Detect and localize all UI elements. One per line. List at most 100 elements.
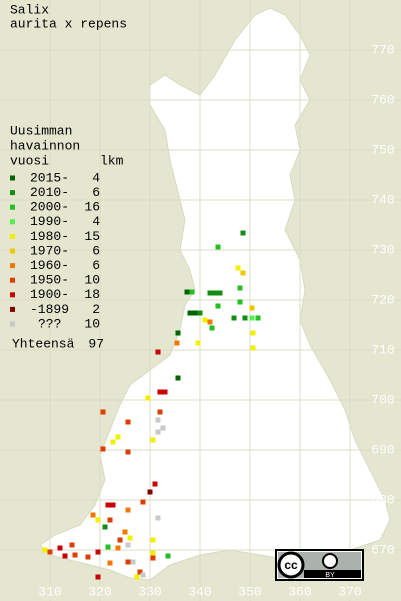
observation-square: [125, 449, 131, 455]
legend-swatch: [10, 248, 15, 254]
observation-square: [202, 317, 208, 323]
observation-square: [174, 340, 180, 346]
observation-square: [110, 502, 116, 508]
observation-square: [207, 319, 213, 325]
by-icon: [322, 553, 338, 569]
legend-title: havainnon: [10, 138, 80, 153]
legend: 2015- 4 2010- 6 2000- 16 1990- 4 1980- 15 1970- 6 19…: [10, 170, 100, 331]
legend-label: 1990-: [30, 214, 69, 229]
observation-square: [240, 230, 246, 236]
legend-swatch: [10, 263, 15, 269]
observation-square: [125, 419, 131, 425]
legend-count: 6: [92, 185, 100, 200]
observation-square: [155, 515, 161, 521]
legend-count: 6: [92, 258, 100, 273]
observation-square: [249, 305, 255, 311]
legend-count: 4: [92, 214, 100, 229]
observation-square: [127, 535, 133, 541]
x-tick-label: 340: [188, 584, 211, 599]
observation-square: [62, 553, 68, 559]
observation-square: [187, 310, 193, 316]
observation-square: [102, 524, 108, 530]
observation-square: [95, 549, 101, 555]
legend-swatch: [10, 233, 15, 239]
observation-square: [184, 289, 190, 295]
legend-count: 18: [84, 287, 100, 302]
legend-count: 10: [84, 316, 100, 331]
legend-count: 15: [84, 229, 100, 244]
observation-square: [140, 499, 146, 505]
legend-count: 2: [92, 302, 100, 317]
cc-icon: [277, 551, 305, 579]
y-tick-label: 760: [371, 92, 394, 107]
legend-title: Uusimman: [10, 123, 72, 138]
observation-square: [249, 315, 255, 321]
legend-label: ???: [38, 316, 61, 331]
observation-square: [152, 481, 158, 487]
observation-square: [72, 552, 78, 558]
observation-square: [150, 537, 156, 543]
observation-square: [150, 550, 156, 556]
observation-square: [117, 537, 123, 543]
y-tick-label: 670: [371, 542, 394, 557]
observation-square: [100, 446, 106, 452]
legend-swatch: [10, 175, 15, 181]
observation-square: [192, 310, 198, 316]
observation-square: [250, 345, 256, 351]
observation-square: [240, 270, 246, 276]
observation-square: [255, 315, 261, 321]
observation-square: [110, 439, 116, 445]
title: Salix: [10, 2, 49, 17]
legend-swatch: [10, 321, 15, 327]
observation-square: [209, 325, 215, 331]
x-tick-label: 320: [88, 584, 111, 599]
y-tick-label: 740: [371, 192, 394, 207]
observation-square: [95, 574, 101, 580]
x-tick-label: 370: [338, 584, 361, 599]
legend-label: 1900-: [30, 287, 69, 302]
observation-square: [130, 559, 136, 565]
observation-square: [215, 303, 221, 309]
observation-square: [115, 545, 121, 551]
observation-square: [134, 574, 140, 580]
legend-label: 1960-: [30, 258, 69, 273]
subtitle: aurita x repens: [10, 16, 127, 31]
observation-square: [140, 572, 146, 578]
observation-square: [47, 549, 53, 555]
license-badge: cc BY: [275, 549, 364, 581]
observation-square: [95, 517, 101, 523]
observation-square: [160, 425, 166, 431]
observation-square: [107, 517, 113, 523]
observation-square: [195, 340, 201, 346]
observation-square: [189, 289, 195, 295]
observation-square: [150, 437, 156, 443]
y-tick-label: 770: [371, 42, 394, 57]
legend-swatch: [10, 190, 15, 196]
legend-count: 6: [92, 243, 100, 258]
by-text: BY: [325, 572, 335, 579]
observation-square: [42, 547, 48, 553]
observation-square: [175, 375, 181, 381]
observation-square: [207, 290, 213, 296]
x-tick-label: 330: [138, 584, 161, 599]
legend-label: 1970-: [30, 243, 69, 258]
count-header: lkm: [100, 153, 124, 168]
observation-square: [125, 559, 131, 565]
legend-title: vuosi: [10, 153, 49, 168]
observation-square: [115, 434, 121, 440]
observation-square: [107, 560, 113, 566]
observation-square: [242, 315, 248, 321]
y-tick-label: 750: [371, 142, 394, 157]
observation-square: [145, 395, 151, 401]
legend-swatch: [10, 306, 15, 312]
legend-swatch: [10, 292, 15, 298]
observation-square: [162, 389, 168, 395]
observation-square: [157, 389, 163, 395]
badge-strip: [304, 570, 361, 578]
cc-text: cc: [284, 558, 298, 572]
legend-swatch: [10, 204, 15, 210]
y-tick-label: 720: [371, 292, 394, 307]
legend-label: -1899: [30, 302, 69, 317]
